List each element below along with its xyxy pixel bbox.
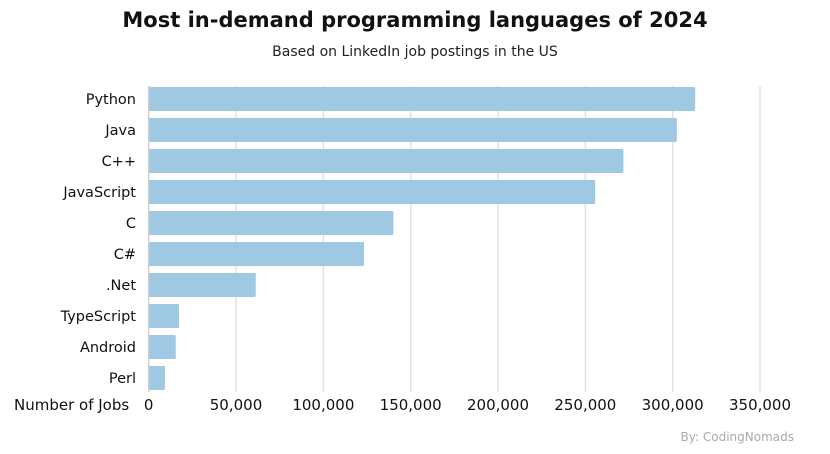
category-label: C: [126, 216, 136, 232]
bar-c-: [148, 149, 624, 173]
category-label: Python: [86, 92, 136, 108]
x-tick-label: 150,000: [380, 396, 442, 414]
x-tick-label: 200,000: [467, 396, 529, 414]
bar-javascript: [148, 180, 596, 204]
x-tick-label: 250,000: [554, 396, 616, 414]
category-label: Java: [104, 123, 136, 139]
bar-perl: [148, 366, 165, 390]
x-tick-label: 50,000: [210, 396, 263, 414]
category-label: Perl: [109, 371, 136, 387]
x-tick-label: 300,000: [642, 396, 704, 414]
bar-typescript: [148, 304, 180, 328]
chart-title: Most in-demand programming languages of …: [122, 8, 708, 32]
category-label: C++: [102, 154, 136, 170]
category-label: Android: [80, 340, 136, 356]
category-label: JavaScript: [62, 185, 136, 201]
x-tick-label: 100,000: [292, 396, 354, 414]
source-credit: By: CodingNomads: [680, 430, 794, 444]
chart-subtitle: Based on LinkedIn job postings in the US: [272, 44, 558, 60]
category-label: .Net: [106, 278, 136, 294]
bar-python: [148, 87, 696, 111]
category-label: C#: [114, 247, 136, 263]
x-tick-label: 350,000: [729, 396, 791, 414]
bar-c: [148, 211, 394, 235]
x-axis-label: Number of Jobs: [14, 396, 129, 414]
category-label: TypeScript: [60, 309, 137, 325]
bar--net: [148, 273, 256, 297]
bar-android: [148, 335, 176, 359]
bar-c-: [148, 242, 365, 266]
x-tick-label: 0: [144, 396, 154, 414]
bar-java: [148, 118, 677, 142]
